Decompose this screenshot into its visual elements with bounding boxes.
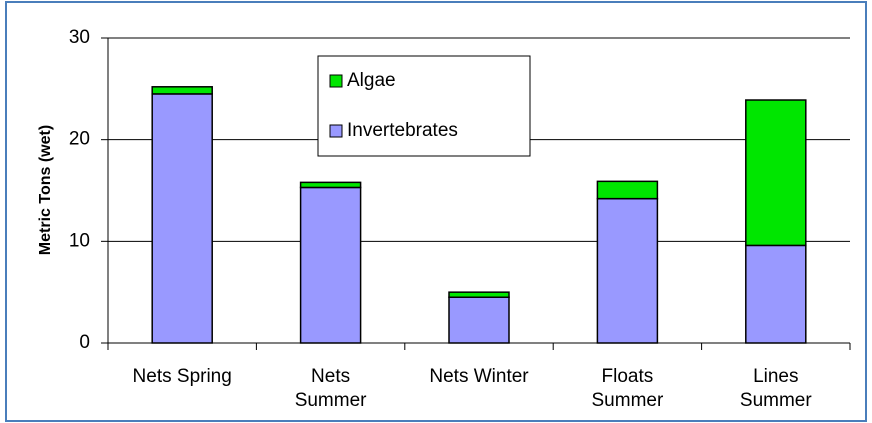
bar-segment (596, 197, 659, 344)
legend-label: Invertebrates (347, 120, 458, 141)
x-tick-label: Floats (602, 366, 654, 387)
legend-box (317, 55, 531, 157)
bar-segment (745, 244, 807, 344)
y-tick-label: 0 (79, 332, 90, 353)
bar-segment (151, 93, 213, 344)
x-tick-label: Summer (592, 390, 664, 411)
frame (5, 1, 867, 422)
x-tick-label: Nets Winter (429, 366, 529, 387)
bar-segment (596, 180, 659, 200)
x-tick-label: Nets (311, 366, 350, 387)
legend-swatch (329, 74, 343, 88)
x-tick-label: Summer (295, 390, 367, 411)
x-tick-label: Nets Spring (133, 366, 232, 387)
y-tick-label: 10 (69, 230, 90, 251)
bar-segment (448, 296, 510, 344)
x-tick-label: Summer (740, 390, 812, 411)
legend-label: Algae (347, 70, 396, 91)
bar-segment (299, 186, 362, 344)
y-axis-label: Metric Tons (wet) (37, 125, 54, 255)
legend-swatch (329, 124, 343, 138)
x-tick-label: Lines (753, 366, 798, 387)
bar-segment (151, 86, 213, 95)
bar-segment (299, 181, 362, 189)
bar-segment (745, 99, 807, 247)
y-tick-label: 30 (69, 27, 90, 48)
bar-segment (448, 291, 510, 298)
y-tick-label: 20 (69, 129, 90, 150)
